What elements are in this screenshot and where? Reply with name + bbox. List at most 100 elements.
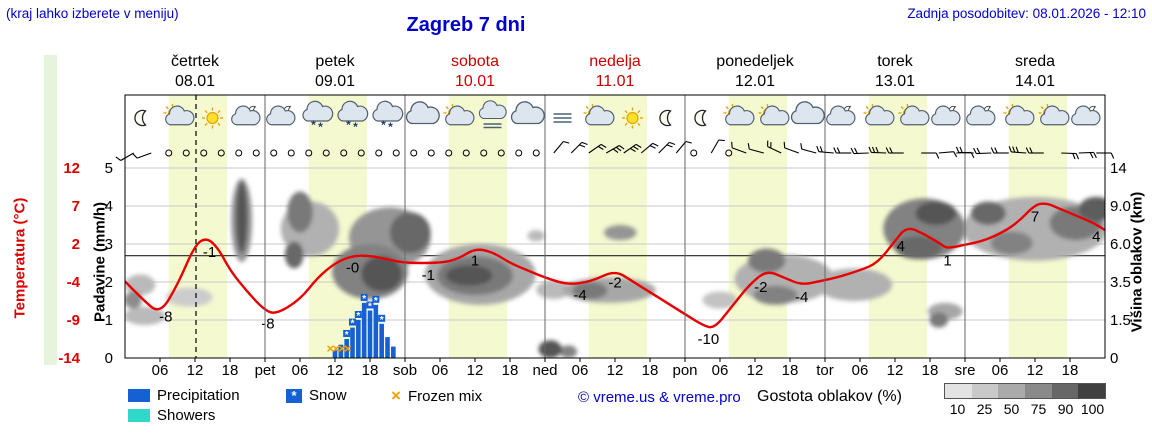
day-name: torek [877,53,914,70]
density-tick-label: 10 [949,401,966,417]
wind-barb-icon [1096,152,1115,159]
temp-tick-label: -9 [67,312,80,329]
snow-marker-icon [354,311,362,318]
daytime-band [448,95,508,358]
precip-tick-label: 1 [105,312,113,329]
wind-calm-icon [235,149,243,157]
cloud-blob [1078,196,1105,222]
wind-calm-icon [480,149,488,157]
precip-bar [367,310,373,358]
showers-swatch-icon [128,409,150,422]
wind-barb-icon [833,147,852,154]
hour-label: 06 [292,362,309,379]
temp-value-label: -10 [697,331,719,348]
legend-showers: Showers [128,407,215,424]
wind-calm-icon [410,149,418,157]
location-hint: (kraj lahko izberete v meniju) [6,6,179,21]
precip-tick-label: 5 [105,160,113,177]
weather-sun-cloud-icon [723,104,755,126]
wind-barb-icon [588,143,607,154]
svg-text:*: * [368,302,372,313]
cloud-blob [748,248,786,273]
legend-showers-label: Showers [157,407,216,424]
weather-sun-cloud-icon [898,104,930,126]
day-name: petek [315,53,355,70]
hour-label: 06 [852,362,869,379]
wind-barb-icon [658,141,676,154]
precip-bar [379,323,384,358]
cloud-blob [929,312,949,328]
weather-cloud-icon [790,101,825,125]
cloud-density-scale: 10 25 50 75 90 100 [944,383,1106,417]
day-name: četrtek [171,53,220,70]
density-tick-label: 50 [1003,401,1020,417]
hour-label: 12 [1027,362,1044,379]
cloud-blob [572,282,608,300]
weather-moon-icon [694,109,707,127]
daytime-band [728,95,788,358]
weather-sun-cloud-icon [163,104,195,126]
cloud-blob [445,265,493,286]
wind-barb-icon [921,152,940,159]
temp-value-label: -8 [261,315,274,332]
legend-precipitation-label: Precipitation [157,387,240,404]
wind-barb-icon [747,143,764,154]
cloud-blob [287,191,313,233]
frozen-mix-marker-icon: × [344,341,352,356]
density-tick-label: 90 [1057,401,1074,417]
hour-label: 18 [502,362,519,379]
temp-value-label: 7 [1031,209,1039,226]
svg-text:*: * [362,294,366,305]
wind-calm-icon [427,149,435,157]
legend-snow: * Snow [286,387,347,404]
wind-barb-icon [783,141,799,154]
wind-barb-icon [938,151,958,158]
weather-sun-icon [622,107,643,129]
copyright-link[interactable]: © vreme.us & vreme.pro [578,389,741,406]
svg-text:*: * [318,120,323,134]
frozen-mix-marker-icon: × [327,341,335,356]
temp-value-label: -2 [608,274,621,291]
day-abbrev-label: sob [393,362,417,379]
temperature-line [125,202,1105,329]
frozen-mix-marker-icon: × [332,341,340,356]
wind-calm-icon [200,149,208,157]
day-separators [124,94,1106,359]
cloud-blob [538,340,562,358]
svg-text:*: * [374,296,378,307]
weather-cloud-icon [510,101,545,125]
x-axis-labels: 06 12 18 pet 06 12 18 sob 06 12 18 ned 06 12 18 pon 06 12… [152,362,1079,379]
wind-barb-icon [1078,151,1097,159]
weather-snow-cloud-icon: * * [337,100,369,134]
hour-label: 12 [607,362,624,379]
wind-barb-icon [800,143,817,154]
weather-sun-cloud-icon [583,104,615,126]
wind-barb-icon [850,147,869,155]
weather-sun-cloud-icon [443,104,475,126]
density-segment [1025,384,1052,398]
cloud-blob [702,291,738,309]
temp-value-label: -1 [203,244,216,261]
hour-label: 18 [782,362,799,379]
cloud-cover-blobs [125,178,1105,358]
temp-tick-label: 2 [72,236,80,253]
weather-icons-row: * * * * * * [134,100,1101,134]
wind-calm-icon [182,149,190,157]
svg-text:*: * [388,120,393,134]
day-abbrev-label: tor [816,362,834,379]
day-date: 09.01 [315,73,355,90]
svg-text:*: * [356,311,360,322]
weather-sun-cloud-icon [863,104,895,126]
precip-tick-label: 3 [105,236,113,253]
weather-cloud-fog-icon [478,100,507,129]
cloud-blob [235,181,248,254]
wind-calm-icon [515,149,523,157]
hour-label: 12 [327,362,344,379]
precip-tick-label: 0 [105,350,113,367]
legend-precipitation: Precipitation [128,387,240,404]
wind-barbs-row [115,139,1115,161]
density-segment [971,384,999,398]
weather-moon-cloud-icon [966,105,996,126]
wind-barb-icon [973,147,992,155]
